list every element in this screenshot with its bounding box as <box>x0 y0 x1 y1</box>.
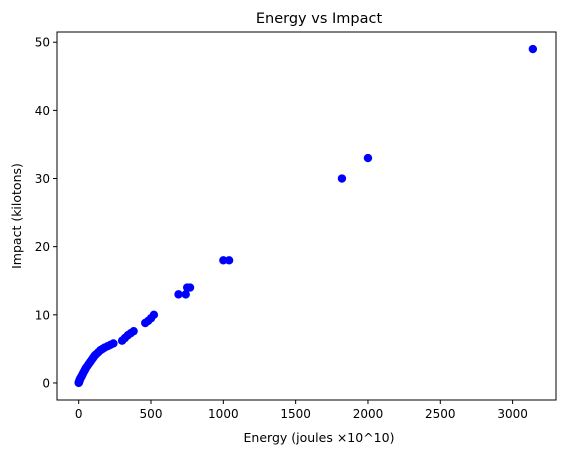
data-point <box>129 326 138 336</box>
data-point <box>224 256 234 265</box>
data-point <box>363 153 373 163</box>
data-point <box>337 174 347 183</box>
y-axis: 0 10 20 30 40 50 <box>35 36 57 390</box>
x-tick-label: 0 <box>75 407 83 421</box>
data-point <box>174 290 183 299</box>
y-tick-label: 10 <box>35 308 50 322</box>
x-tick-label: 1000 <box>208 407 239 421</box>
data-point <box>149 310 159 320</box>
y-tick-label: 0 <box>42 376 50 390</box>
y-tick-label: 20 <box>35 240 50 254</box>
data-point <box>181 290 190 299</box>
x-tick-label: 2500 <box>425 407 456 421</box>
chart-title: Energy vs Impact <box>256 11 383 27</box>
data-point <box>185 283 195 292</box>
y-tick-label: 40 <box>35 104 50 118</box>
y-tick-label: 30 <box>35 172 50 186</box>
data-points <box>74 44 538 388</box>
x-axis-label: Energy (joules ×10^10) <box>244 430 395 445</box>
y-tick-label: 50 <box>35 36 50 50</box>
data-point <box>528 44 538 54</box>
data-point <box>109 339 118 348</box>
x-tick-label: 2000 <box>353 407 384 421</box>
y-axis-label: Impact (kilotons) <box>9 163 24 269</box>
x-tick-label: 3000 <box>497 407 528 421</box>
x-tick-label: 1500 <box>280 407 311 421</box>
x-axis: 0 500 1000 1500 2000 2500 3000 <box>75 400 528 421</box>
data-point <box>219 256 228 265</box>
x-tick-label: 500 <box>140 407 163 421</box>
plot-frame <box>56 31 557 401</box>
